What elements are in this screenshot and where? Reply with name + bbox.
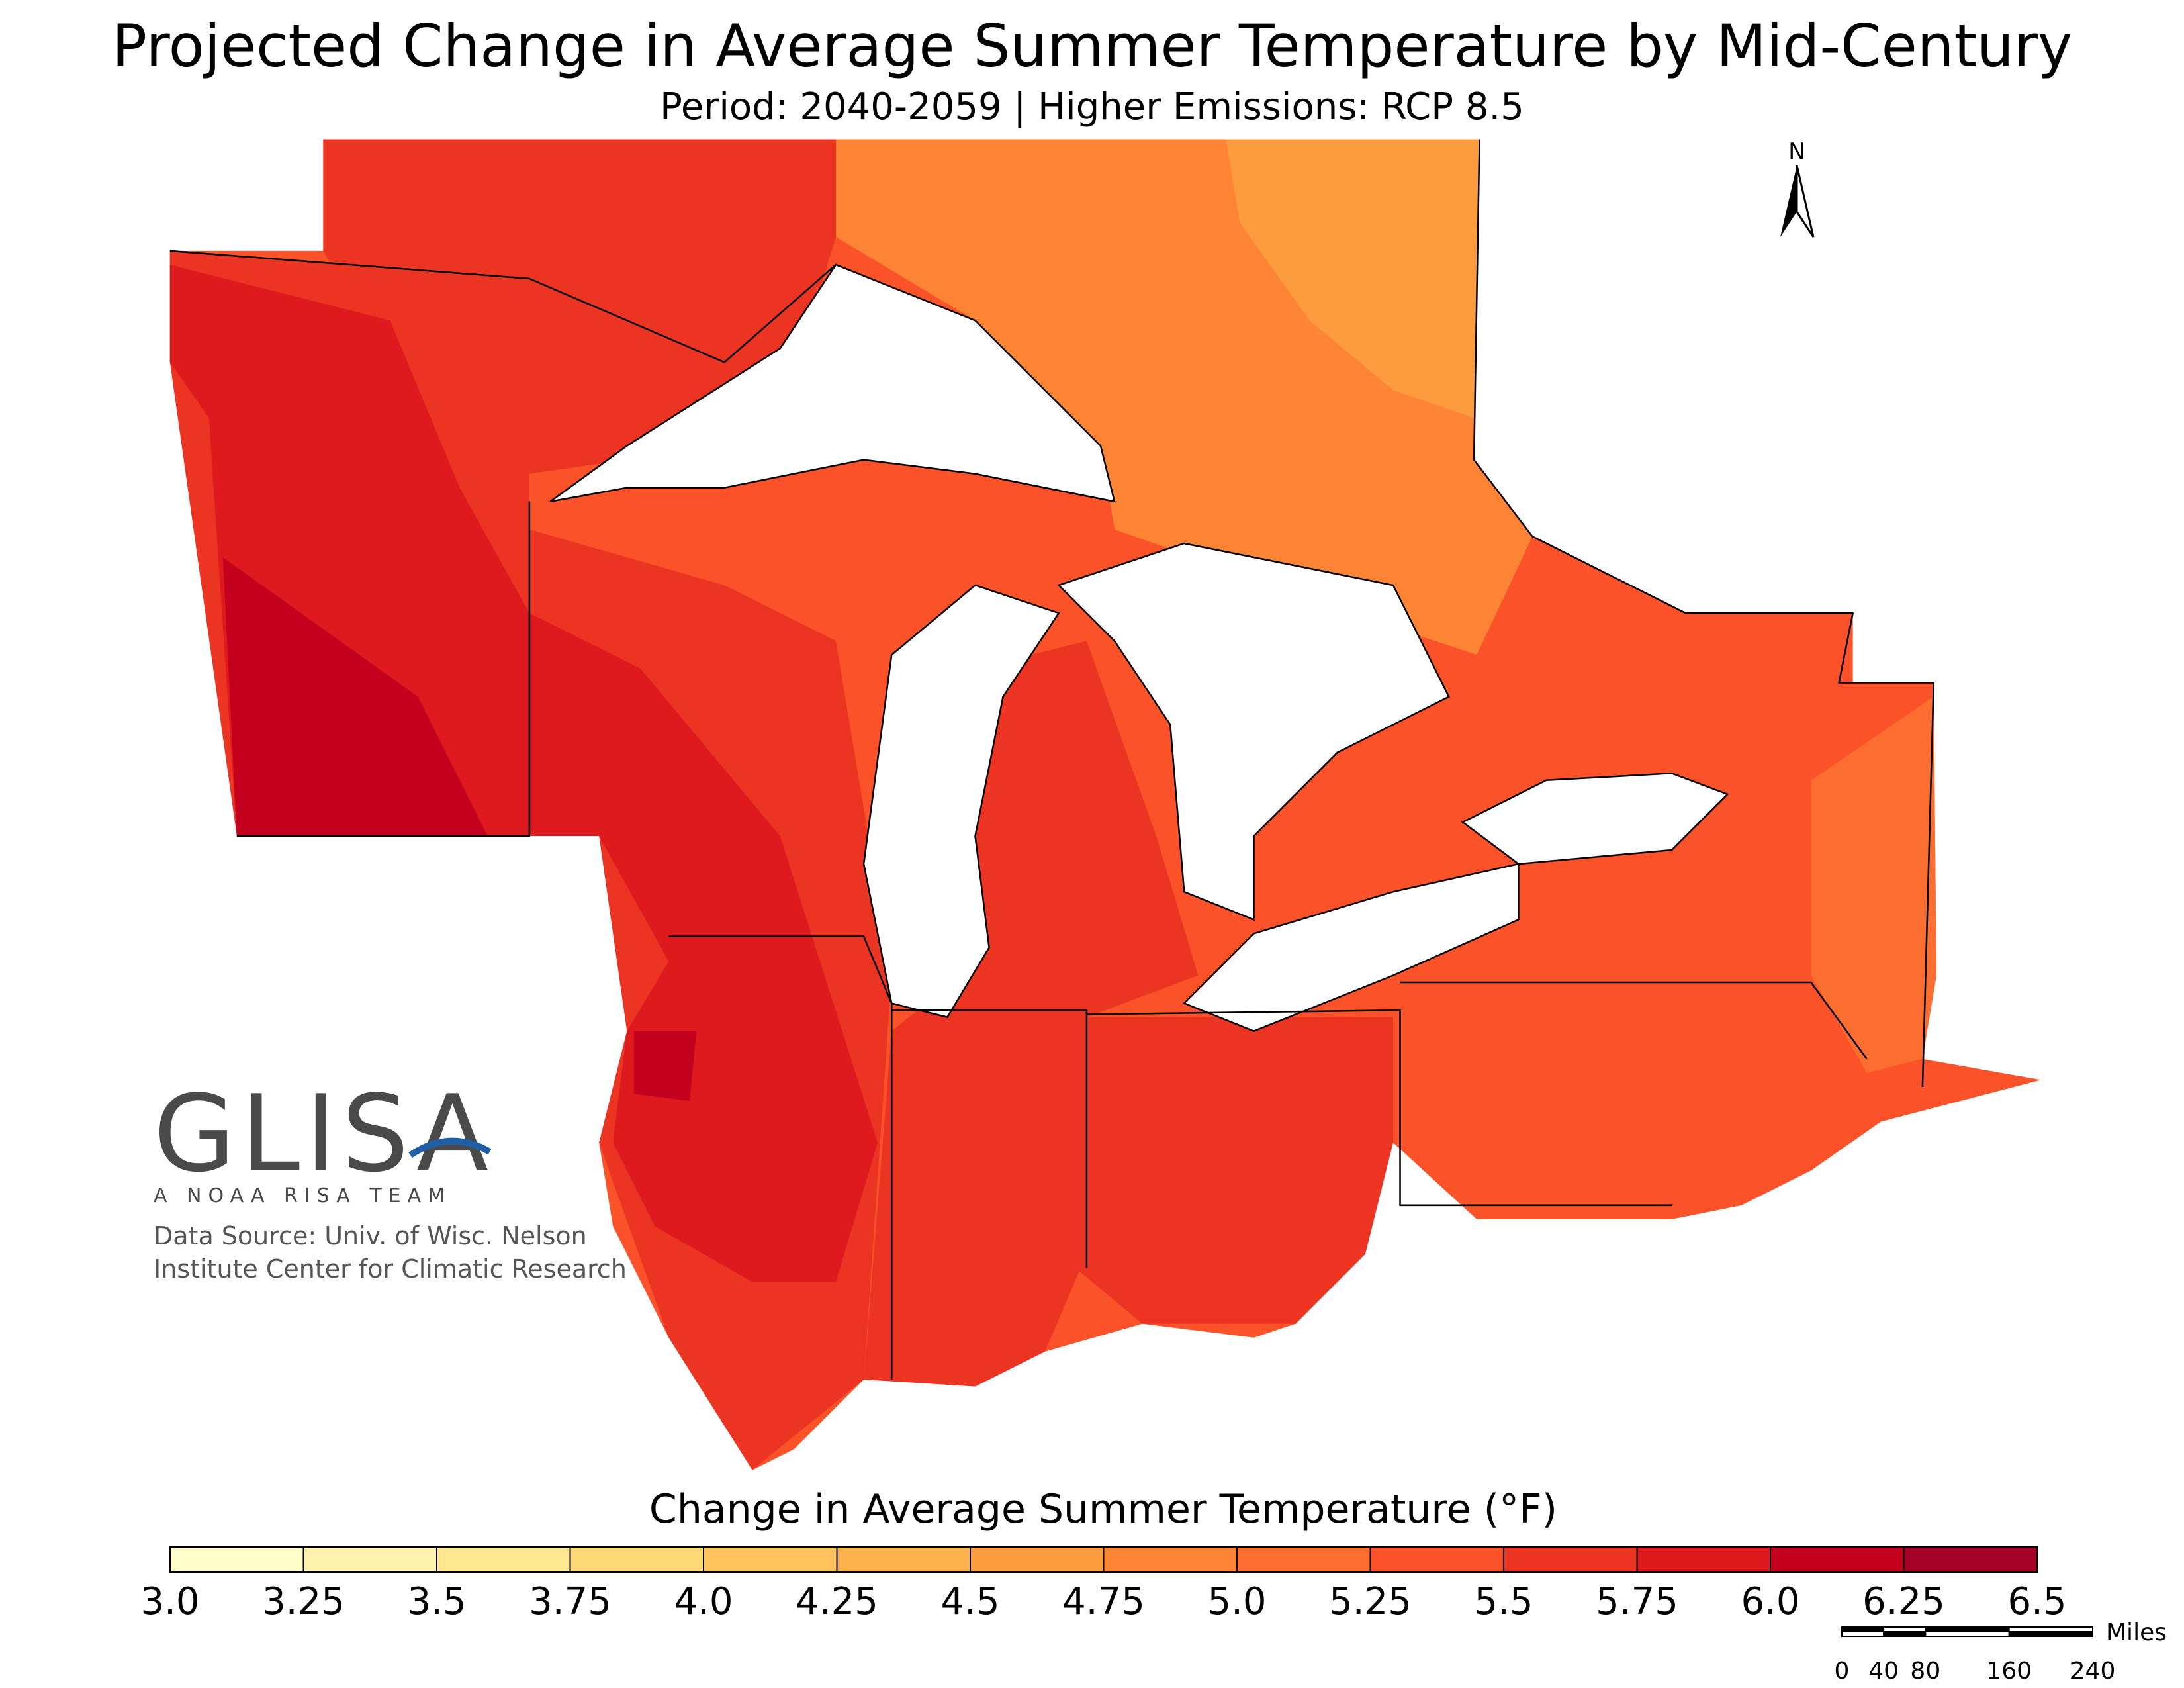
legend-swatch (436, 1546, 571, 1573)
lake (1057, 542, 1450, 921)
scale-segment (2008, 1631, 2094, 1637)
logo-tagline: A NOAA RISA TEAM (154, 1184, 451, 1207)
scale-segment (1925, 1626, 2010, 1632)
scale-label: 0 (1835, 1658, 1850, 1685)
scale-segment (1841, 1626, 1885, 1632)
region (1226, 139, 1480, 418)
scale-segment (1883, 1631, 1927, 1637)
legend-swatch (302, 1546, 437, 1573)
legend-swatch (970, 1546, 1105, 1573)
border (1086, 1009, 1672, 1207)
legend-swatch (1503, 1546, 1638, 1573)
logo-name: GLISA (154, 1072, 494, 1196)
north-arrow-half (1796, 165, 1815, 238)
legend-tick-label: 6.25 (1862, 1580, 1945, 1623)
legend-tick-label: 4.0 (674, 1580, 733, 1623)
scale-label: 160 (1986, 1658, 2032, 1685)
border (169, 250, 837, 363)
scale-unit: Miles (2106, 1619, 2167, 1646)
legend-swatch (1636, 1546, 1771, 1573)
legend-tick-label: 3.5 (407, 1580, 466, 1623)
legend-tick-label: 5.5 (1474, 1580, 1533, 1623)
legend-tick-label: 3.0 (140, 1580, 199, 1623)
legend-swatch (1103, 1546, 1238, 1573)
legend-tick-label: 3.75 (529, 1580, 612, 1623)
scale-bar: Miles 0 40 80 160 240 (1835, 1619, 2167, 1685)
border (1400, 981, 1868, 1060)
scale-label: 240 (2070, 1658, 2116, 1685)
legend-tick-label: 5.0 (1207, 1580, 1266, 1623)
legend: 3.0 3.25 3.5 3.75 4.0 4.25 4.5 4.75 5.0 5.25 5.5 5.… (140, 1546, 2067, 1623)
map-title: Projected Change in Average Summer Tempe… (112, 12, 2072, 80)
legend-tick-label: 5.25 (1329, 1580, 1412, 1623)
map-subtitle: Period: 2040-2059 | Higher Emissions: RC… (660, 85, 1524, 128)
region (864, 641, 1199, 1387)
legend-tick-label: 4.25 (796, 1580, 878, 1623)
region (222, 557, 488, 836)
legend-tick-label: 4.75 (1062, 1580, 1145, 1623)
scale-label: 80 (1910, 1658, 1940, 1685)
legend-swatch (169, 1546, 304, 1573)
legend-title: Change in Average Summer Temperature (°F… (649, 1486, 1557, 1532)
legend-swatch (569, 1546, 704, 1573)
legend-swatch (1770, 1546, 1905, 1573)
scale-segment (1925, 1631, 2010, 1637)
lake (549, 263, 1116, 503)
scale-label: 40 (1868, 1658, 1899, 1685)
north-label: N (1788, 138, 1805, 165)
data-source: Data Source: Univ. of Wisc. Nelson (154, 1221, 587, 1250)
region (633, 1031, 697, 1101)
scale-segment (1883, 1626, 1927, 1632)
region (1811, 696, 1936, 1073)
legend-swatch (703, 1546, 838, 1573)
legend-tick-label: 6.5 (2007, 1580, 2066, 1623)
region (1058, 1017, 1393, 1324)
scale-segment (1841, 1631, 1885, 1637)
data-source: Institute Center for Climatic Research (154, 1254, 627, 1284)
legend-tick-label: 6.0 (1741, 1580, 1799, 1623)
border (1473, 139, 1935, 1087)
border (891, 1009, 1088, 1268)
north-arrow: N (1780, 138, 1815, 238)
lakes (549, 263, 1729, 1033)
map (169, 139, 2041, 1470)
legend-tick-label: 3.25 (262, 1580, 345, 1623)
legend-swatch (1236, 1546, 1371, 1573)
lake (1461, 772, 1729, 865)
legend-tick-label: 5.75 (1596, 1580, 1678, 1623)
north-arrow-half (1780, 165, 1797, 237)
lake (1183, 863, 1520, 1033)
scale-segment (2008, 1626, 2094, 1632)
legend-swatch (836, 1546, 971, 1573)
border (668, 935, 893, 1380)
legend-tick-label: 4.5 (940, 1580, 999, 1623)
legend-swatch (1369, 1546, 1504, 1573)
region (169, 264, 878, 1282)
legend-swatch (1903, 1546, 2038, 1573)
border (236, 501, 531, 837)
logo-wave (408, 1137, 492, 1158)
